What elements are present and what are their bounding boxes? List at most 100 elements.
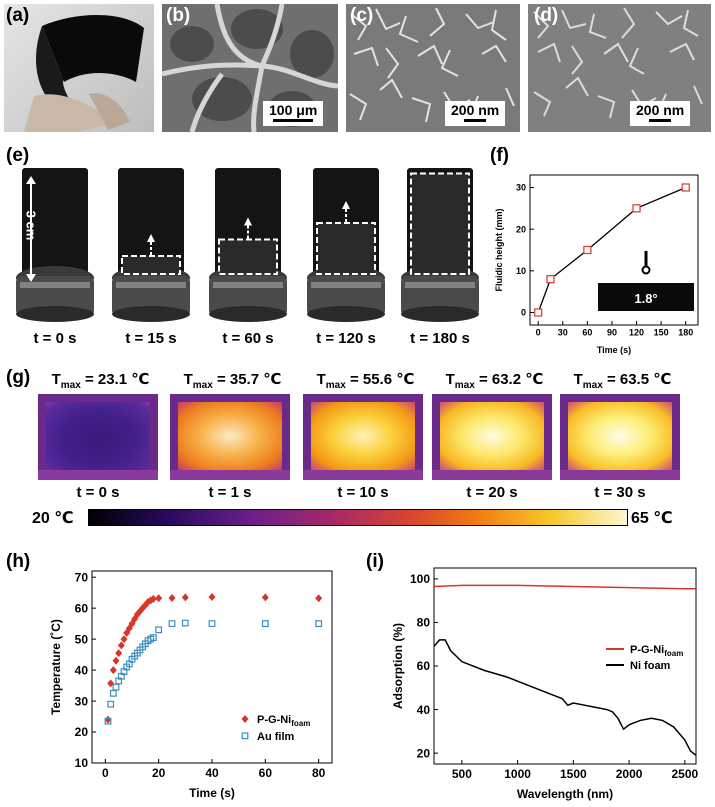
thermal-hotspot (568, 402, 672, 470)
thermal-time-label: t = 20 s (466, 484, 518, 501)
foam-skeleton-texture (162, 4, 338, 132)
p-g-ni-point (149, 594, 157, 603)
temperature-colorbar (88, 509, 628, 526)
fluidic-height-point (534, 308, 543, 317)
wicking-time-label: t = 0 s (33, 330, 77, 347)
tmax-subscript: max (454, 380, 475, 391)
legend-p-g-ni-label-main: P-G-Ni (257, 714, 291, 726)
chart-h-temperature: 0 20 40 60 80 10 20 30 40 50 60 70 Time (s) Temperatu… (49, 570, 333, 800)
legend-au-film-marker (241, 732, 249, 740)
chart-f-fluidic-height: 0 30 60 90 120 150 180 0 10 20 30 Time (s) Fluidic h… (494, 174, 699, 355)
au-film-point (155, 626, 163, 634)
scale-bar-b-line (273, 119, 314, 123)
y-tick-label: 50 (75, 632, 89, 646)
y-tick-label: 70 (75, 570, 89, 584)
y-tick-label: 0 (521, 308, 526, 318)
scale-bar-c-label: 200 nm (451, 102, 500, 118)
scale-bar-c: 200 nm (445, 101, 506, 127)
tmax-subscript: max (582, 380, 603, 391)
tmax-value: = 55.6 ℃ (345, 371, 415, 388)
x-tick-label: 2500 (671, 767, 698, 781)
vial-base (307, 306, 385, 322)
fluidic-height-point (681, 183, 690, 192)
scale-bar-b: 100 μm (263, 101, 324, 127)
colorbar-min-label: 20 ℃ (32, 510, 74, 527)
x-tick-label: 60 (582, 328, 592, 338)
wicking-sample-2 (205, 146, 291, 324)
ni-foam-adsorption-line (433, 639, 697, 756)
foam-strip (22, 168, 88, 278)
tmax-label: Tmax = 55.6 ℃ (298, 370, 433, 391)
wet-front-arrow (244, 217, 252, 226)
vial-base (16, 306, 94, 322)
panel-label-i: (i) (366, 551, 384, 572)
x-tick-label: 1000 (504, 767, 531, 781)
plot-frame (529, 174, 699, 326)
p-g-ni-point (208, 593, 216, 602)
thermal-base (560, 470, 680, 480)
p-g-ni-point (181, 593, 189, 602)
au-film-point (112, 683, 120, 691)
wicking-sample-graphic (401, 168, 479, 322)
thermal-image-0 (38, 394, 158, 480)
tmax-value: = 35.7 ℃ (212, 371, 282, 388)
tmax-symbol: T (316, 371, 326, 388)
thermal-hotspot (46, 402, 150, 470)
tmax-symbol: T (51, 371, 61, 388)
wicking-sample-1 (108, 146, 194, 324)
foam-sheet-illustration (24, 15, 144, 132)
thermal-image-3 (432, 394, 552, 480)
tmax-label: Tmax = 23.1 ℃ (33, 370, 168, 391)
scale-bar-d: 200 nm (630, 101, 691, 127)
wet-front-box (121, 255, 181, 275)
legend-p-g-ni-label: P-G-Nifoam (257, 714, 310, 728)
vial-base (209, 306, 287, 322)
vial-highlight (116, 282, 186, 288)
tmax-value: = 63.5 ℃ (602, 371, 672, 388)
height-indicator: 3 cm (16, 176, 46, 282)
panel-label-a: (a) (6, 5, 30, 26)
au-film-point (168, 620, 176, 628)
x-tick-label: 150 (654, 328, 669, 338)
y-tick-label: 20 (417, 746, 431, 760)
x-tick-label: 120 (629, 328, 644, 338)
height-label: 3 cm (23, 210, 39, 241)
vial-base (112, 306, 190, 322)
y-tick-label: 20 (516, 224, 526, 234)
wet-front-box (218, 238, 278, 275)
thermal-base (38, 470, 158, 480)
p-g-ni-point (128, 619, 136, 628)
scale-bar-c-line (464, 119, 487, 123)
au-film-point (104, 717, 112, 725)
thermal-time-label: t = 30 s (594, 484, 646, 501)
y-tick-label: 40 (75, 663, 89, 677)
x-tick-label: 60 (259, 766, 273, 780)
tmax-label: Tmax = 63.2 ℃ (427, 370, 562, 391)
vial-highlight (311, 282, 381, 288)
panel-label-h: (h) (6, 551, 31, 572)
wicking-time-label: t = 120 s (316, 330, 376, 347)
tmax-label: Tmax = 63.5 ℃ (555, 370, 690, 391)
x-tick-label: 30 (558, 328, 568, 338)
vial-highlight (20, 282, 90, 288)
y-tick-label: 40 (417, 703, 431, 717)
au-film-point (181, 619, 189, 627)
wet-front-box (410, 172, 470, 275)
au-film-point (261, 620, 269, 628)
au-film-point (107, 700, 115, 708)
y-tick-label: 100 (410, 572, 430, 586)
panel-label-g: (g) (6, 367, 31, 388)
x-tick-label: 1500 (560, 767, 587, 781)
tmax-symbol: T (183, 371, 193, 388)
droplet-icon (641, 265, 651, 275)
thermal-image-row: Tmax = 23.1 ℃ t = 0 s Tmax = 35.7 ℃ t = 1 s… (0, 368, 715, 518)
x-tick-label: 90 (607, 328, 617, 338)
thermal-time-label: t = 10 s (337, 484, 389, 501)
tmax-subscript: max (192, 380, 213, 391)
p-g-ni-point (107, 679, 115, 688)
wicking-time-label: t = 180 s (410, 330, 470, 347)
scale-bar-d-label: 200 nm (636, 102, 685, 118)
thermal-hotspot (178, 402, 282, 470)
au-film-point (109, 689, 117, 697)
legend-au-film-label: Au film (257, 731, 294, 743)
